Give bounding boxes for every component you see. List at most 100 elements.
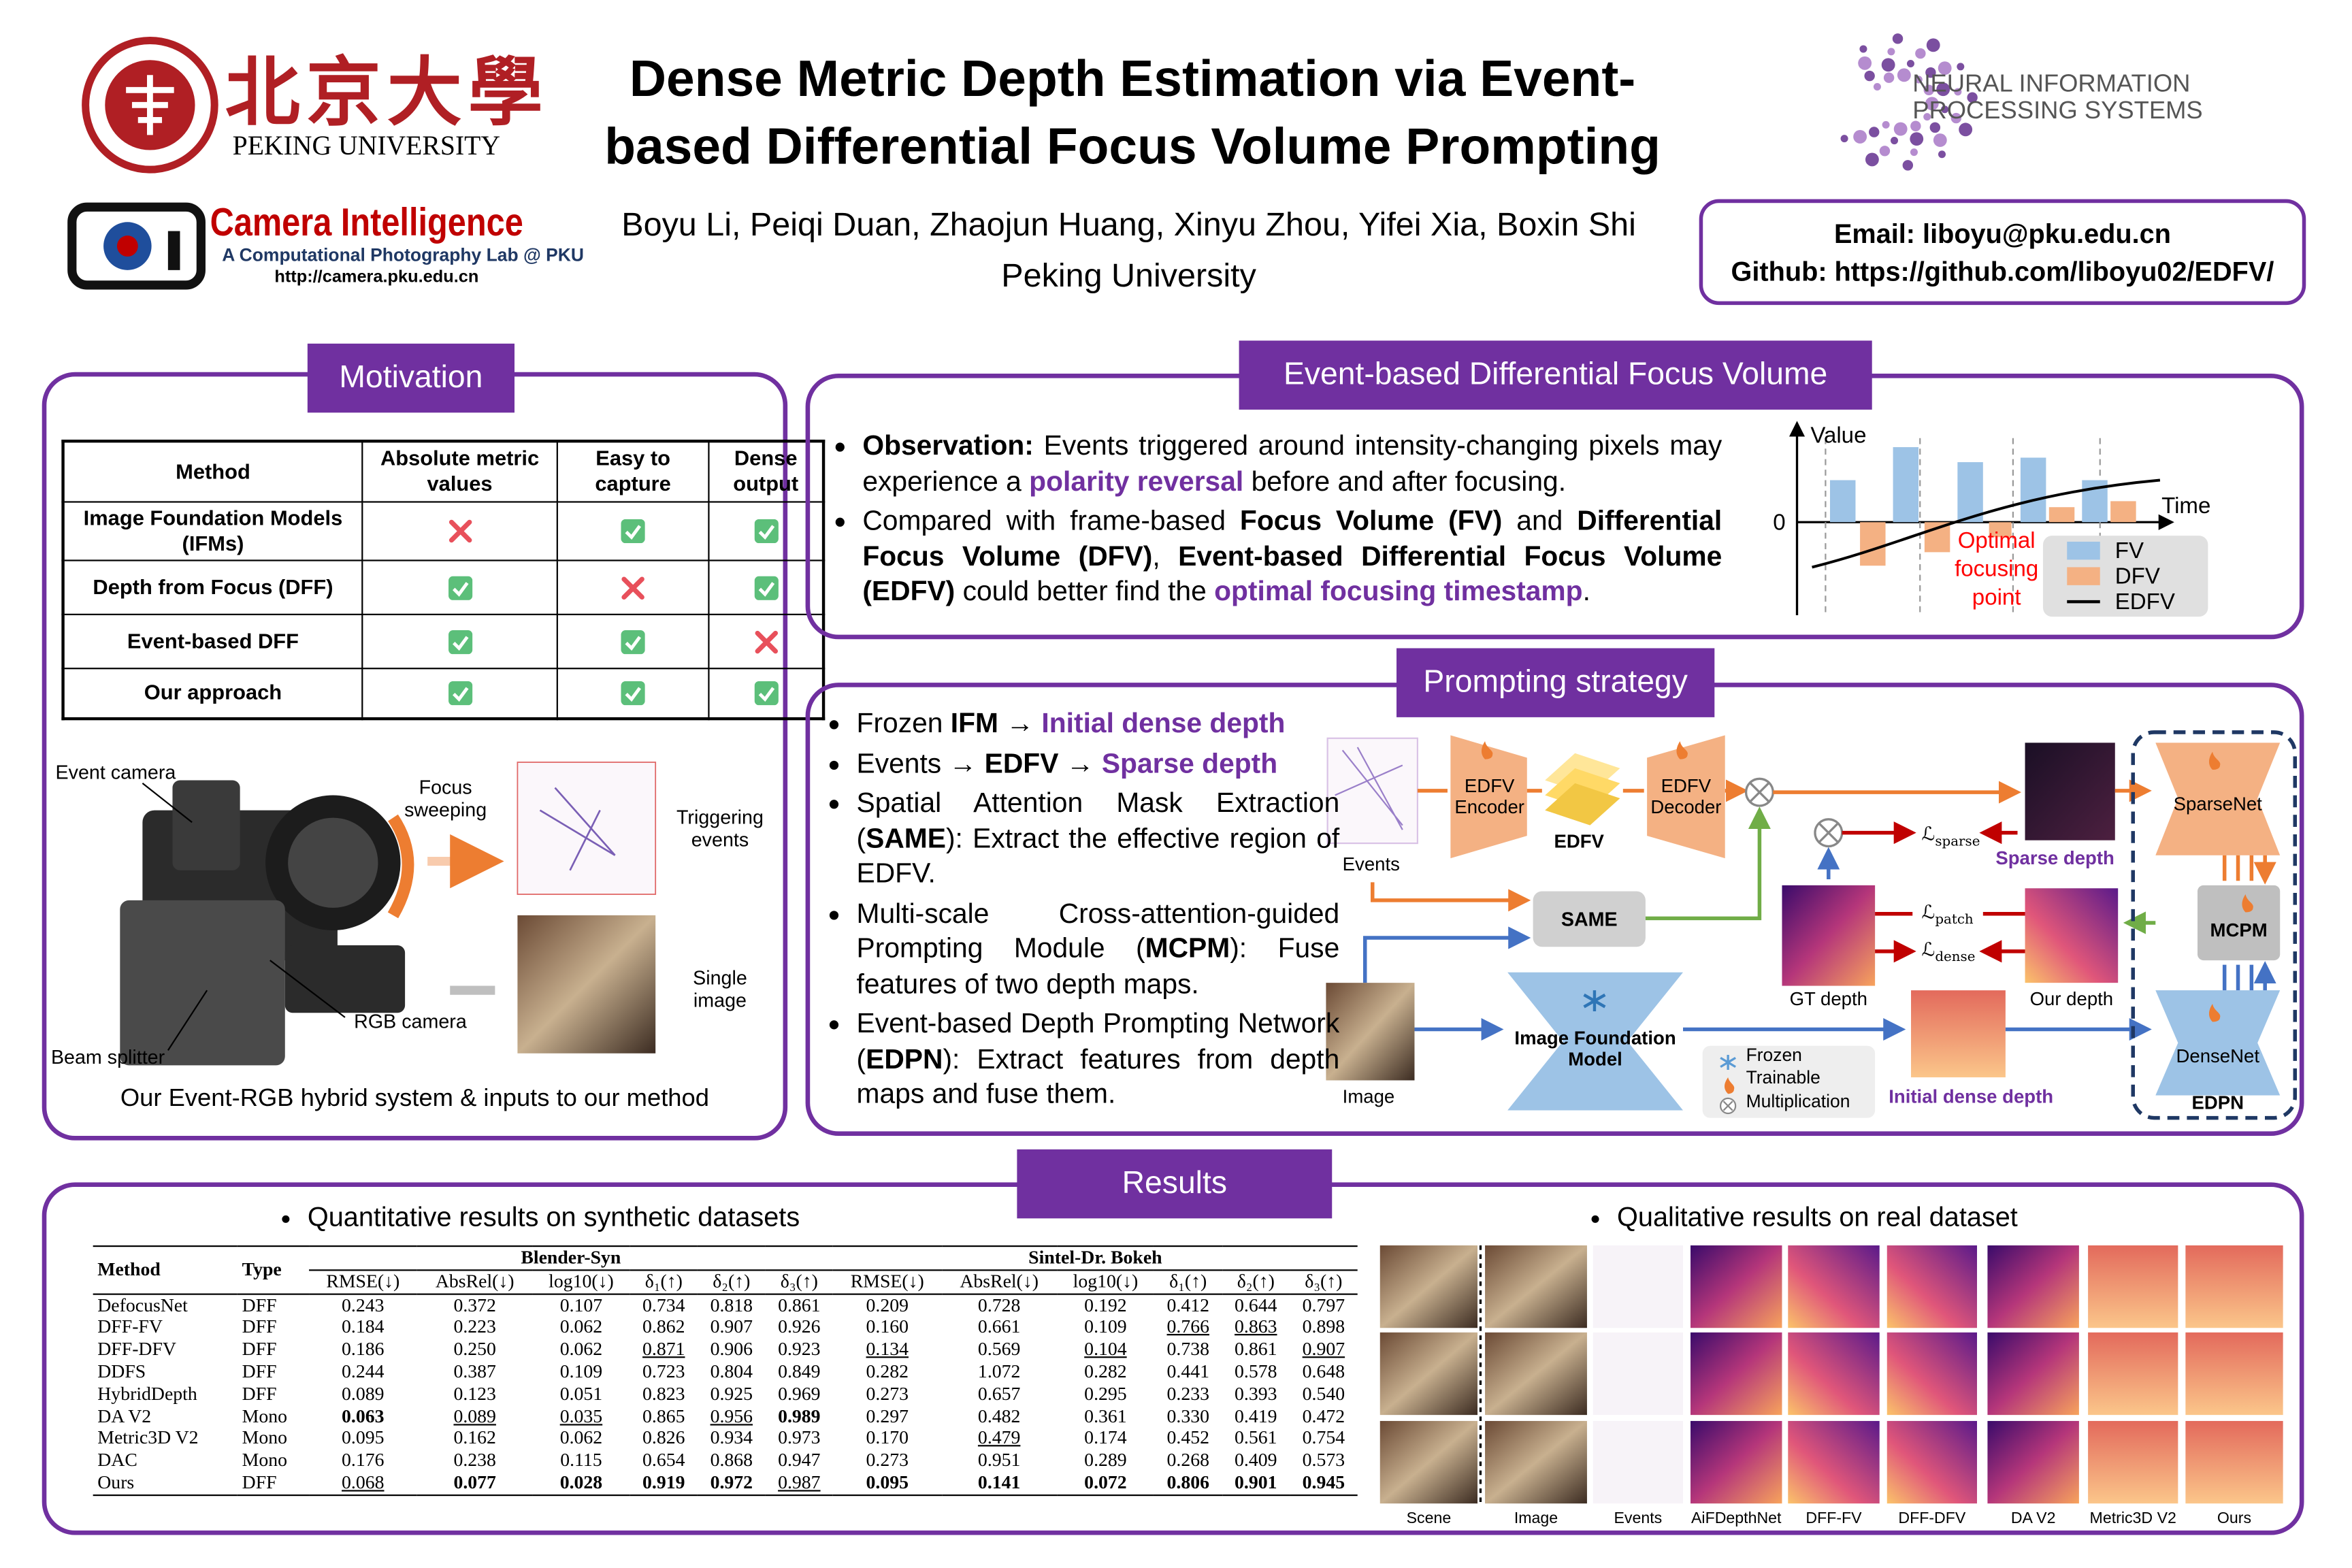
rgb-image xyxy=(517,915,656,1054)
value-cell: 0.095 xyxy=(342,1427,385,1449)
bullet-text: and xyxy=(1502,504,1578,536)
github: Github: https://github.com/liboyu02/EDFV… xyxy=(1731,257,2274,287)
value-cell: 0.393 xyxy=(1235,1383,1277,1405)
value-cell: 0.077 xyxy=(453,1471,496,1493)
value-cell: 0.956 xyxy=(710,1405,753,1426)
bullet-text: Spatial Attention Mask Extraction ( xyxy=(856,786,1340,853)
value-cell: 0.104 xyxy=(1084,1339,1127,1360)
value-cell: 0.063 xyxy=(342,1405,385,1426)
column-label: DA V2 xyxy=(2010,1509,2056,1528)
value-cell: 0.818 xyxy=(710,1294,753,1316)
value-cell: 0.268 xyxy=(1166,1450,1209,1471)
result-image xyxy=(1592,1332,1683,1416)
logo-dot xyxy=(1910,132,1924,146)
value-cell: 0.273 xyxy=(866,1383,909,1405)
type-cell: DFF xyxy=(242,1383,277,1405)
value-cell: 0.806 xyxy=(1166,1471,1209,1493)
metric-header: log10(↓) xyxy=(549,1271,614,1292)
check-icon xyxy=(621,630,645,654)
method-cell: DAC xyxy=(97,1450,137,1471)
bullet-text: IFM xyxy=(950,706,999,738)
section-heading: Results xyxy=(1017,1149,1333,1219)
pipeline-diagram xyxy=(1326,730,2298,1120)
loss-subscript: sparse xyxy=(1935,834,1980,851)
result-row: DAC Mono 0.176 0.238 0.115 0.654 0.868 0.947 0.2… xyxy=(93,1450,1358,1472)
table-row: Our approach xyxy=(62,667,825,720)
icon-glyph xyxy=(625,687,642,703)
check-icon xyxy=(753,681,778,706)
bullet-text: MCPM xyxy=(1145,932,1230,964)
value-cell: 0.107 xyxy=(559,1294,603,1316)
bullet: Observation: Events triggered around int… xyxy=(862,427,1722,498)
plot-annotation: Optimal focusing point xyxy=(1955,528,2039,611)
results-table: Method Type Blender-Syn Sintel-Dr. Bokeh RMS… xyxy=(93,1245,1358,1496)
logo-dot xyxy=(1957,63,1965,71)
check-cell xyxy=(556,500,710,561)
logo-dot xyxy=(1933,133,1947,147)
callout-line xyxy=(142,783,193,823)
value-cell: 0.654 xyxy=(642,1450,685,1471)
value-cell: 0.472 xyxy=(1302,1405,1345,1426)
legend-label: FV xyxy=(2115,538,2144,564)
logo-dot xyxy=(1864,70,1875,82)
column-header: Easy to capture xyxy=(556,440,710,502)
value-cell: 0.648 xyxy=(1302,1360,1345,1382)
bullet-text: ): Extract the effective region of EDFV. xyxy=(856,821,1340,889)
icon-bg xyxy=(621,630,645,654)
value-cell: 0.243 xyxy=(342,1294,385,1316)
check-icon xyxy=(753,575,778,600)
value-cell: 0.734 xyxy=(642,1294,685,1316)
logo-dot xyxy=(1925,67,1936,78)
diagram-label: EDFV xyxy=(1554,831,1604,853)
value-cell: 0.095 xyxy=(866,1471,909,1493)
value-cell: 0.644 xyxy=(1235,1294,1277,1316)
bullet-text: Focus Volume (FV) xyxy=(1239,504,1503,536)
value-cell: 0.907 xyxy=(710,1316,753,1338)
check-cell xyxy=(361,559,558,615)
diagram-label: Image xyxy=(1342,1086,1395,1108)
check-cell xyxy=(708,500,825,561)
value-cell: 0.754 xyxy=(1302,1427,1345,1449)
bullet-text: Events → xyxy=(856,746,985,779)
logo-dot xyxy=(1926,38,1940,52)
subheading: Qualitative results on real dataset xyxy=(1587,1200,2157,1240)
logo-dot xyxy=(1929,122,1941,133)
value-cell: 0.244 xyxy=(342,1360,385,1382)
column-label: Ours xyxy=(2217,1509,2252,1528)
check-cell xyxy=(361,667,558,720)
value-cell: 0.123 xyxy=(453,1383,496,1405)
column-header: Dense output xyxy=(708,440,825,502)
comparison-table: Method Absolute metric values Easy to capt… xyxy=(61,440,826,721)
value-cell: 0.898 xyxy=(1302,1316,1345,1338)
conference-name: PROCESSING SYSTEMS xyxy=(1912,97,2203,125)
diagram-label: Events xyxy=(1342,853,1400,875)
icon-glyph xyxy=(621,576,644,600)
figure-label: Event camera xyxy=(55,760,176,783)
logo-dot xyxy=(1882,120,1890,129)
table-row: Depth from Focus (DFF) xyxy=(62,559,825,615)
logo-dot xyxy=(1897,68,1911,82)
logo-dot xyxy=(1925,97,1939,111)
column-label: DFF-FV xyxy=(1806,1509,1862,1528)
bullet-text: , xyxy=(1152,539,1179,571)
bullet-text: before and after focusing. xyxy=(1243,464,1567,496)
icon-glyph xyxy=(451,581,468,597)
result-image xyxy=(1987,1245,2079,1328)
logo-dot xyxy=(1853,130,1867,144)
logo-dot xyxy=(1906,60,1914,68)
value-cell: 0.412 xyxy=(1166,1294,1209,1316)
icon-bg xyxy=(753,519,778,544)
figure-label: Focus sweeping xyxy=(404,775,487,821)
bullet-text: Observation: xyxy=(862,429,1034,461)
value-cell: 0.192 xyxy=(1084,1294,1127,1316)
value-cell: 0.062 xyxy=(559,1339,603,1360)
metric-header: δ₁(↑) xyxy=(1169,1271,1207,1292)
value-cell: 0.934 xyxy=(710,1427,753,1449)
pku-logo xyxy=(82,37,218,174)
subheading-text: Quantitative results on synthetic datase… xyxy=(308,1200,938,1236)
university-cn: 北京大學 xyxy=(225,48,549,137)
logo-dot xyxy=(1923,113,1931,121)
result-image xyxy=(1788,1332,1880,1416)
value-cell: 0.184 xyxy=(342,1316,385,1338)
